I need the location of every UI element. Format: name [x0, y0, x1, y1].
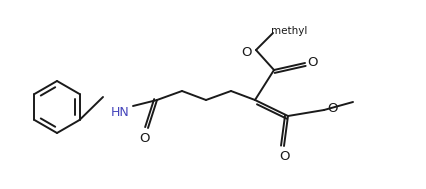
- Text: O: O: [140, 132, 150, 145]
- Text: HN: HN: [111, 105, 130, 119]
- Text: O: O: [327, 102, 337, 115]
- Text: methyl: methyl: [271, 26, 307, 36]
- Text: O: O: [242, 46, 252, 59]
- Text: O: O: [279, 149, 289, 163]
- Text: O: O: [308, 57, 318, 70]
